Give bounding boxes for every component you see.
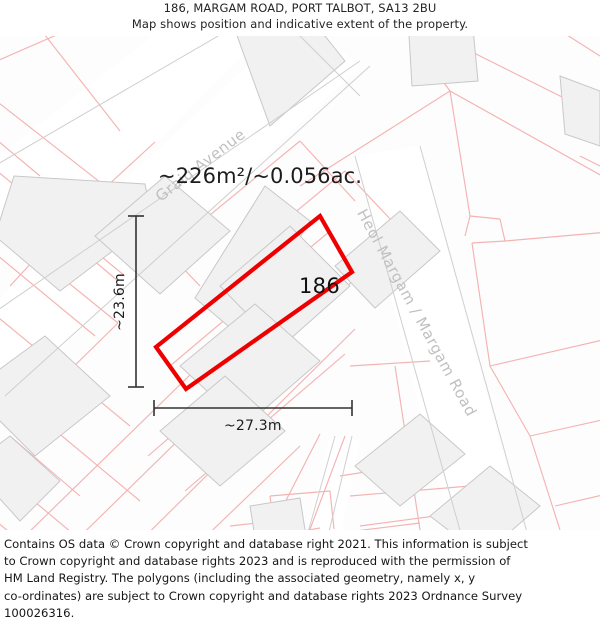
- property-boundary-polygon[interactable]: [153, 212, 355, 392]
- building-footprints: [0, 36, 600, 530]
- page-subtitle: Map shows position and indicative extent…: [131, 17, 469, 31]
- copyright-line-2: to Crown copyright and database rights 2…: [4, 554, 511, 569]
- copyright-line-5: 100026316.: [4, 605, 75, 620]
- dimension-lines: [128, 215, 353, 416]
- copyright-footer: Contains OS data © Crown copyright and d…: [0, 530, 600, 625]
- page-title: 186, MARGAM ROAD, PORT TALBOT, SA13 2BU: [163, 1, 437, 15]
- copyright-line-1: Contains OS data © Crown copyright and d…: [4, 537, 528, 551]
- copyright-line-3: HM Land Registry. The polygons (includin…: [4, 571, 476, 586]
- map-vector-layer: [0, 36, 600, 530]
- copyright-line-4: co-ordinates) are subject to Crown copyr…: [4, 588, 523, 603]
- map-canvas[interactable]: Graig Avenue Heol Margam / Margam Road ~…: [0, 36, 600, 530]
- map-header: 186, MARGAM ROAD, PORT TALBOT, SA13 2BU …: [0, 0, 600, 36]
- road-edge-lines: [0, 36, 527, 530]
